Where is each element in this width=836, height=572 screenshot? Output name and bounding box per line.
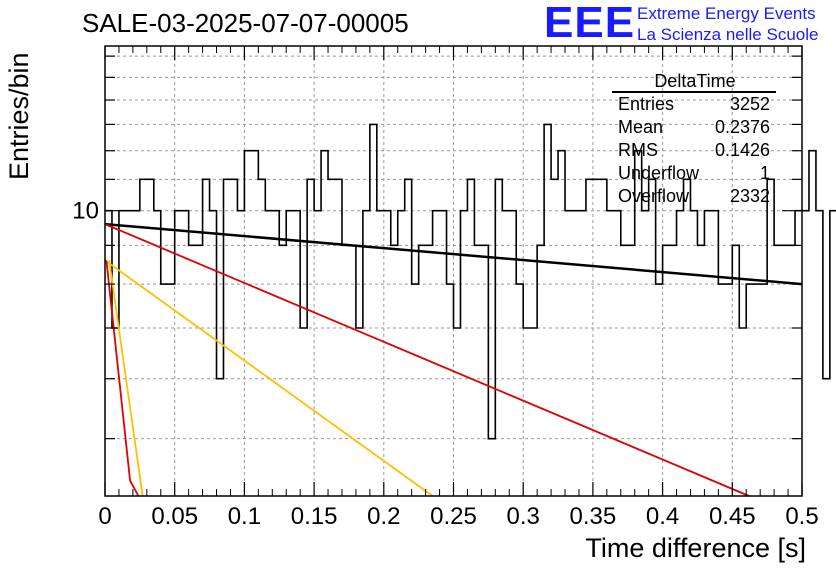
x-tick-label: 0.35 — [570, 503, 617, 530]
x-tick-label: 0.15 — [291, 503, 338, 530]
x-tick-label: 0.2 — [367, 503, 400, 530]
x-tick-label: 0.3 — [507, 503, 540, 530]
x-axis-label: Time difference [s] — [585, 533, 806, 563]
y-axis-label: Entries/bin — [4, 52, 34, 180]
stats-row-value: 0.1426 — [715, 140, 770, 160]
axis-ticks: 0 0.05 0.1 0.15 0.2 0.25 0.3 0.35 0.4 0.45 0.5 10 — [72, 46, 819, 530]
stats-row-label: Mean — [618, 117, 663, 137]
stats-row-value: 1 — [760, 163, 770, 183]
stats-row-label: Underflow — [618, 163, 700, 183]
stats-row-value: 3252 — [730, 94, 770, 114]
series-line-0 — [104, 222, 803, 286]
x-tick-label: 0.45 — [709, 503, 756, 530]
series-line-4 — [108, 260, 144, 497]
x-tick-label: 0.4 — [646, 503, 679, 530]
stats-row-label: Entries — [618, 94, 674, 114]
y-tick-label: 10 — [72, 198, 99, 225]
logo-line-1: Extreme Energy Events — [637, 4, 816, 23]
x-tick-label: 0 — [98, 503, 111, 530]
stats-box: DeltaTime Entries 3252 Mean 0.2376 RMS 0.1426 U… — [612, 71, 776, 206]
logo-line-2: La Scienza nelle Scuole — [637, 25, 819, 44]
stats-row-value: 0.2376 — [715, 117, 770, 137]
stats-row-value: 2332 — [730, 186, 770, 206]
stats-row-label: RMS — [618, 140, 658, 160]
eee-logo: EEE — [544, 0, 636, 47]
x-tick-label: 0.1 — [228, 503, 261, 530]
histogram-steps — [105, 123, 836, 440]
series-line-1 — [104, 223, 750, 497]
run-title: SALE-03-2025-07-07-00005 — [82, 8, 409, 38]
histogram-layer — [105, 123, 836, 440]
series-line-3 — [105, 260, 140, 497]
x-tick-label: 0.25 — [430, 503, 477, 530]
stats-title: DeltaTime — [654, 71, 735, 91]
x-tick-label: 0.5 — [785, 503, 818, 530]
x-tick-label: 0.05 — [151, 503, 198, 530]
fit-lines-layer — [104, 222, 803, 497]
series-line-2 — [104, 259, 434, 497]
stats-row-label: Overflow — [618, 186, 690, 206]
